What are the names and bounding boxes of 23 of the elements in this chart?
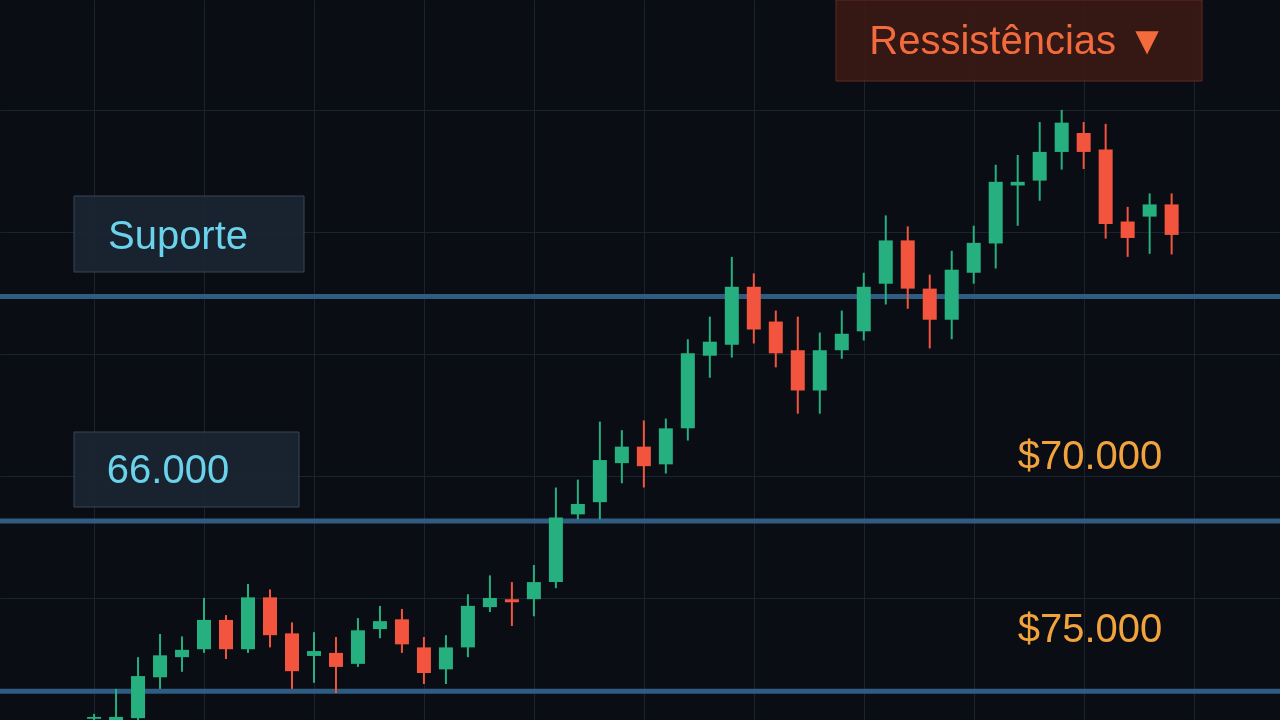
candlestick — [438, 634, 453, 685]
candlestick — [1142, 192, 1157, 255]
candlestick — [614, 429, 629, 485]
candlestick — [328, 636, 343, 695]
candlestick — [153, 632, 168, 690]
text: Ressistências ▼ — [869, 18, 1167, 62]
candlestick — [834, 309, 849, 360]
candlestick — [175, 635, 190, 673]
annotation: $70.000 — [1017, 433, 1163, 477]
candlestick — [306, 631, 321, 684]
annotation: 66.000 — [106, 447, 230, 491]
candlestick — [1076, 121, 1091, 171]
annotation: $75.000 — [1017, 606, 1163, 650]
candlestick — [1120, 205, 1135, 258]
candlestick — [570, 478, 585, 521]
candlestick — [526, 564, 541, 618]
candlestick — [372, 604, 387, 640]
candlestick — [109, 687, 124, 720]
candlestick — [636, 419, 651, 489]
candlestick — [504, 581, 519, 628]
candlestick — [702, 315, 717, 379]
candlestick — [482, 574, 497, 613]
annotation: Suporte — [107, 213, 249, 257]
